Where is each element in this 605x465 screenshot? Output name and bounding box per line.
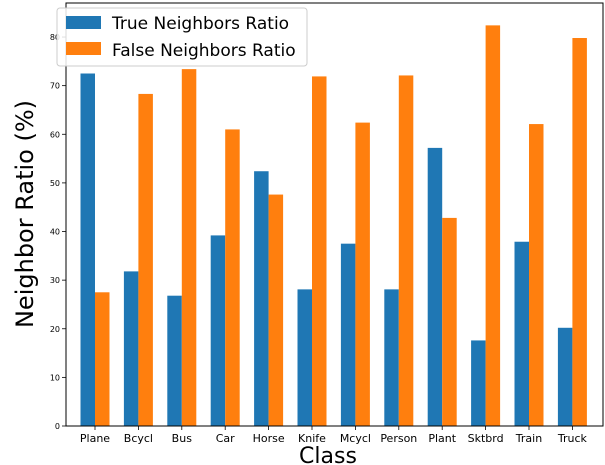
bar-train-true [514, 241, 529, 426]
y-tick-label-70: 70 [50, 82, 60, 91]
bar-car-false [225, 129, 240, 426]
bar-person-false [398, 75, 414, 426]
bar-plane-false [95, 292, 110, 426]
legend-swatch-false [66, 42, 101, 55]
x-tick-label-sktbrd: Sktbrd [468, 432, 504, 445]
x-tick-label-person: Person [380, 432, 417, 445]
plot-area [66, 3, 603, 426]
y-tick-label-60: 60 [50, 130, 60, 139]
x-tick-label-car: Car [216, 432, 235, 445]
legend-box [56, 7, 308, 67]
x-tick-label-bcycl: Bcycl [124, 432, 153, 445]
bar-mcycl-true [340, 243, 356, 426]
x-tick-label-bus: Bus [172, 432, 193, 445]
x-axis: Plane Bcycl Bus Car Horse Knife Mcycl Person Pla… [80, 426, 588, 445]
legend: True Neighbors Ratio False Neighbors Rat… [56, 7, 308, 67]
legend-label-true: True Neighbors Ratio [111, 14, 289, 34]
bar-truck-false [572, 38, 587, 426]
bar-bcycl-true [123, 271, 139, 426]
legend-swatch-true [66, 16, 101, 29]
bar-horse-false [268, 194, 284, 426]
y-tick-label-0: 0 [55, 422, 60, 431]
bar-sktbrd-true [471, 340, 486, 426]
bar-sktbrd-false [485, 25, 501, 427]
y-tick-label-30: 30 [50, 276, 60, 285]
y-tick-label-10: 10 [50, 373, 60, 382]
x-axis-label: Class [299, 444, 357, 465]
bar-person-true [384, 289, 399, 426]
legend-label-false: False Neighbors Ratio [112, 41, 296, 61]
bar-bcycl-false [138, 93, 153, 427]
x-tick-label-mcycl: Mcycl [340, 432, 371, 445]
bar-bus-true [167, 295, 182, 426]
y-tick-label-20: 20 [50, 325, 60, 334]
y-tick-label-50: 50 [50, 179, 60, 188]
bar-plant-false [442, 217, 457, 426]
bar-truck-true [557, 327, 573, 426]
bar-plant-true [427, 147, 443, 426]
bar-train-false [529, 124, 544, 426]
x-tick-label-knife: Knife [298, 432, 326, 445]
bar-mcycl-false [355, 122, 370, 426]
bar-knife-false [312, 76, 327, 427]
bars-group [80, 25, 587, 427]
bar-bus-false [181, 69, 197, 426]
x-tick-label-plane: Plane [80, 432, 110, 445]
y-tick-label-40: 40 [50, 228, 60, 237]
bar-knife-true [297, 289, 312, 426]
x-tick-label-plant: Plant [428, 432, 456, 445]
bar-plane-true [80, 73, 95, 426]
x-tick-label-truck: Truck [557, 432, 588, 445]
bar-horse-true [254, 171, 269, 426]
y-tick-label-80: 80 [50, 33, 60, 42]
x-tick-label-train: Train [515, 432, 542, 445]
bar-car-true [210, 235, 226, 426]
y-axis-label: Neighbor Ratio (%) [11, 100, 39, 328]
plot-frame [65, 2, 604, 427]
y-axis: 0 10 20 30 40 50 60 70 80 [50, 33, 66, 431]
x-tick-label-horse: Horse [253, 432, 285, 445]
